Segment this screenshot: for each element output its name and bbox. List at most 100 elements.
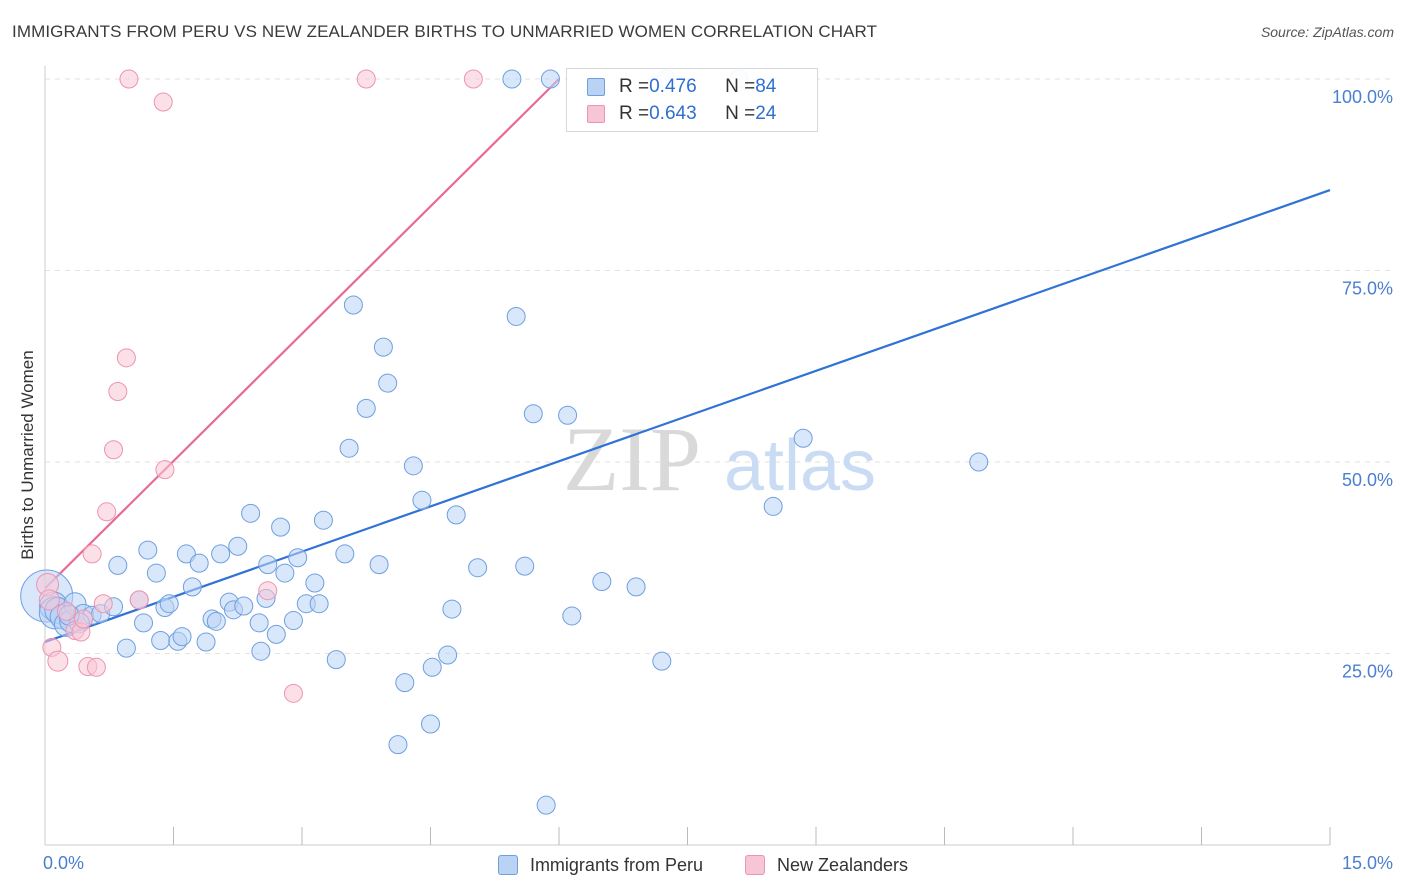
chart-title: IMMIGRANTS FROM PERU VS NEW ZEALANDER BI… <box>12 22 878 41</box>
trend-lines <box>44 78 1331 644</box>
peru-point <box>438 645 458 665</box>
legend-swatch-blue <box>587 78 605 96</box>
peru-point <box>313 510 333 530</box>
axes <box>44 66 1331 846</box>
peru-point <box>343 295 363 315</box>
peru-point <box>412 490 432 510</box>
legend-n-label: N = <box>725 76 756 97</box>
peru-point <box>369 555 389 575</box>
watermark-zip: ZIP <box>563 408 701 510</box>
peru-point <box>228 536 248 556</box>
grid-lines <box>45 78 1392 654</box>
peru-point <box>763 496 783 516</box>
peru-point <box>378 373 398 393</box>
legend-item-nz[interactable]: New Zealanders <box>744 854 909 876</box>
legend-series-label: Immigrants from Peru <box>529 854 703 875</box>
peru-point <box>421 714 440 734</box>
nz-point <box>56 601 76 621</box>
peru-point <box>172 627 192 647</box>
nz-trend-line <box>44 78 560 590</box>
peru-point <box>422 657 442 677</box>
peru-point <box>159 594 179 614</box>
nz-point <box>155 460 175 480</box>
peru-point <box>442 599 462 619</box>
peru-point <box>506 306 526 326</box>
peru-point <box>249 613 269 633</box>
peru-point <box>138 540 158 560</box>
nz-point <box>129 590 149 610</box>
peru-point <box>403 456 423 476</box>
peru-point <box>395 673 415 693</box>
peru-point <box>196 632 216 652</box>
data-points <box>20 69 989 815</box>
peru-point <box>146 563 166 583</box>
peru-point <box>562 606 582 626</box>
peru-point <box>182 577 202 597</box>
peru-point <box>288 548 308 568</box>
peru-point <box>309 594 329 614</box>
peru-point <box>283 611 303 631</box>
peru-point <box>339 438 359 458</box>
peru-point <box>793 428 813 448</box>
chart-source: Source: ZipAtlas.com <box>1260 24 1394 40</box>
y-tick-label: 25.0% <box>1342 662 1393 682</box>
legend-series-label: New Zealanders <box>776 854 909 875</box>
peru-point <box>536 795 556 815</box>
nz-point <box>104 440 124 460</box>
tick-labels: 25.0% 50.0% 75.0% 100.0% 0.0% 15.0% <box>43 87 1393 873</box>
peru-point <box>271 517 291 537</box>
legend-item-peru[interactable]: Immigrants from Peru <box>497 854 703 876</box>
y-tick-label: 75.0% <box>1342 279 1393 299</box>
watermark: ZIP atlas <box>563 408 876 510</box>
correlation-legend: R = 0.476 N = 84 R = 0.643 N = 24 <box>566 68 818 132</box>
peru-point <box>388 735 408 755</box>
peru-point <box>251 641 271 661</box>
peru-point <box>540 69 560 89</box>
peru-point <box>234 596 254 616</box>
peru-point <box>305 573 325 593</box>
y-axis-label: Births to Unmarried Women <box>18 350 37 560</box>
peru-point <box>356 398 376 418</box>
peru-point <box>206 611 226 631</box>
peru-point <box>523 404 543 424</box>
nz-point <box>38 589 60 611</box>
legend-r-label: R = <box>619 76 650 97</box>
peru-point <box>275 563 295 583</box>
legend-r-value: 0.643 <box>649 103 697 124</box>
nz-point <box>119 69 139 89</box>
nz-point <box>283 683 303 703</box>
nz-point <box>463 69 483 89</box>
legend-swatch-pink <box>587 105 605 123</box>
peru-point <box>151 630 171 650</box>
y-tick-label: 50.0% <box>1342 470 1393 490</box>
peru-point <box>335 544 355 564</box>
nz-point <box>93 594 113 614</box>
peru-point <box>211 544 231 564</box>
peru-point <box>558 405 578 425</box>
nz-point <box>108 382 128 402</box>
peru-point <box>176 544 196 564</box>
nz-point <box>82 544 102 564</box>
peru-point <box>258 555 278 575</box>
legend-r-value: 0.476 <box>649 76 697 97</box>
peru-point <box>134 613 154 633</box>
legend-swatch-pink <box>744 855 765 875</box>
nz-point <box>356 69 376 89</box>
nz-point <box>153 92 173 112</box>
peru-trend-line <box>44 189 1331 644</box>
legend-n-value: 24 <box>755 103 777 124</box>
peru-point <box>626 577 646 597</box>
peru-point <box>266 624 286 644</box>
peru-point <box>116 638 136 658</box>
peru-point <box>592 571 612 591</box>
peru-point <box>502 69 522 89</box>
peru-point <box>446 505 466 525</box>
legend-r-label: R = <box>619 103 650 124</box>
peru-point <box>373 337 393 357</box>
peru-point <box>189 553 209 573</box>
series-legend: Immigrants from Peru New Zealanders <box>0 852 1406 878</box>
x-tick-label: 0.0% <box>43 853 84 873</box>
x-tick-label: 15.0% <box>1342 853 1393 873</box>
nz-point <box>258 581 278 601</box>
